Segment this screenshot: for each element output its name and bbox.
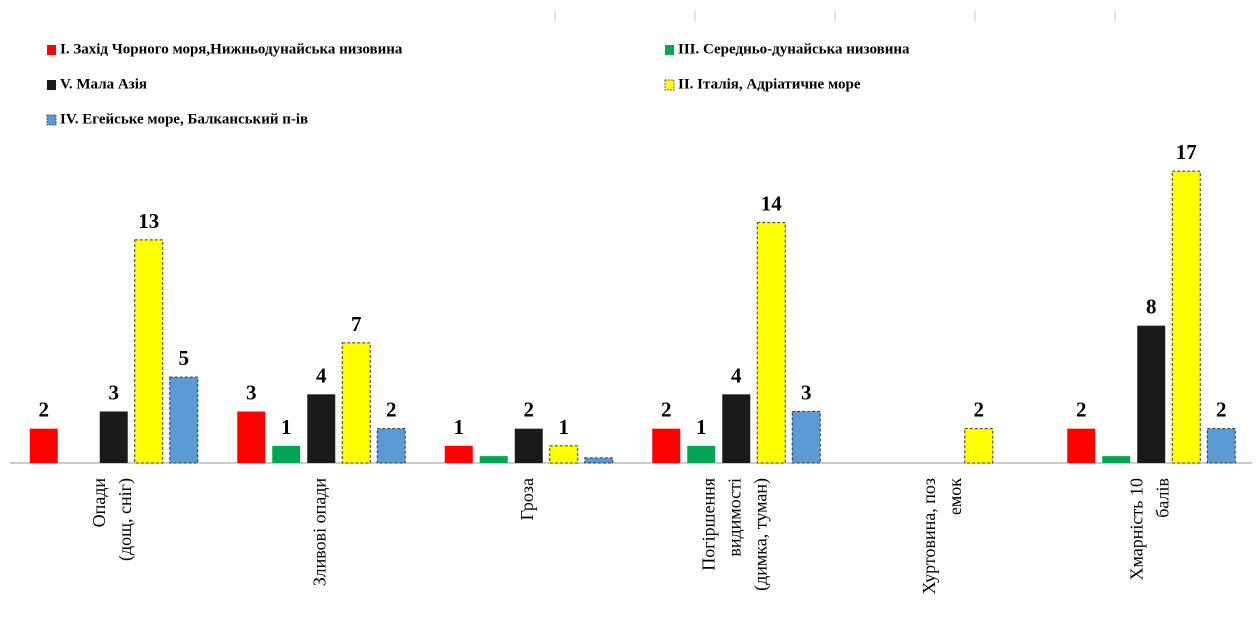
legend-swatch bbox=[665, 45, 674, 55]
legend-swatch bbox=[46, 114, 57, 126]
legend-label: V. Мала Азія bbox=[60, 76, 147, 92]
legend-label: II. Італія, Адріатичне море bbox=[678, 76, 861, 92]
data-label: 2 bbox=[661, 398, 672, 422]
legend-swatch bbox=[664, 79, 675, 91]
data-label: 4 bbox=[731, 363, 742, 387]
bar bbox=[584, 457, 614, 464]
bar bbox=[1206, 428, 1236, 464]
x-tick-label: видимості bbox=[724, 478, 744, 557]
bar bbox=[99, 411, 128, 463]
legend-swatch bbox=[47, 45, 56, 55]
x-tick-label: Гроза bbox=[517, 478, 537, 520]
bar bbox=[964, 428, 994, 464]
x-tick-label: Хмарність 10 bbox=[1126, 478, 1146, 580]
bar bbox=[756, 222, 786, 464]
bar bbox=[444, 445, 473, 463]
bar bbox=[549, 445, 579, 464]
bar bbox=[272, 445, 301, 463]
legend-swatch bbox=[47, 80, 56, 90]
x-tick-label: Погіршення bbox=[698, 478, 718, 571]
bar bbox=[479, 456, 508, 463]
data-label: 2 bbox=[386, 398, 397, 422]
data-label: 8 bbox=[1146, 295, 1157, 319]
data-label: 2 bbox=[524, 398, 535, 422]
x-tick-label: Зливові опади bbox=[309, 478, 329, 587]
data-label: 1 bbox=[454, 415, 465, 439]
data-label: 17 bbox=[1176, 140, 1197, 164]
legend-label: III. Середньо-дунайська низовина bbox=[678, 41, 910, 57]
bar bbox=[652, 428, 681, 463]
bar bbox=[134, 239, 164, 464]
x-tick-label: Хуртовина, поз bbox=[919, 478, 939, 594]
x-tick-label: емок bbox=[945, 478, 965, 515]
bar bbox=[376, 428, 406, 464]
data-label: 7 bbox=[351, 312, 362, 336]
data-label: 3 bbox=[801, 381, 812, 405]
bar bbox=[687, 445, 716, 463]
data-label: 4 bbox=[316, 363, 327, 387]
data-label: 1 bbox=[281, 415, 292, 439]
bar bbox=[1102, 456, 1131, 463]
legend-label: IV. Егейське море, Балканський п-ів bbox=[60, 111, 308, 127]
data-label: 2 bbox=[1076, 398, 1087, 422]
bar bbox=[1067, 428, 1096, 463]
x-tick-label: Опади bbox=[89, 478, 109, 528]
data-label: 1 bbox=[559, 415, 570, 439]
legend-label: I. Захід Чорного моря,Нижньодунайська ни… bbox=[60, 41, 403, 57]
data-label: 2 bbox=[39, 398, 50, 422]
bar bbox=[29, 428, 58, 463]
bar bbox=[307, 394, 336, 463]
data-label: 2 bbox=[1216, 398, 1227, 422]
bar bbox=[169, 376, 199, 464]
data-label: 1 bbox=[696, 415, 707, 439]
bar bbox=[722, 394, 751, 463]
bar bbox=[1171, 170, 1201, 464]
bar bbox=[1137, 325, 1166, 463]
data-label: 3 bbox=[109, 381, 120, 405]
data-label: 5 bbox=[179, 346, 190, 370]
data-label: 14 bbox=[761, 192, 783, 216]
bar bbox=[514, 428, 543, 463]
x-tick-label: (димка, туман) bbox=[750, 478, 771, 591]
bar bbox=[237, 411, 266, 463]
x-tick-label: (дощ, сніг) bbox=[115, 478, 136, 561]
bar bbox=[791, 411, 821, 464]
bar bbox=[341, 342, 371, 464]
x-tick-label: балів bbox=[1152, 478, 1172, 518]
data-label: 13 bbox=[138, 209, 159, 233]
data-label: 3 bbox=[246, 381, 257, 405]
data-label: 2 bbox=[974, 398, 985, 422]
